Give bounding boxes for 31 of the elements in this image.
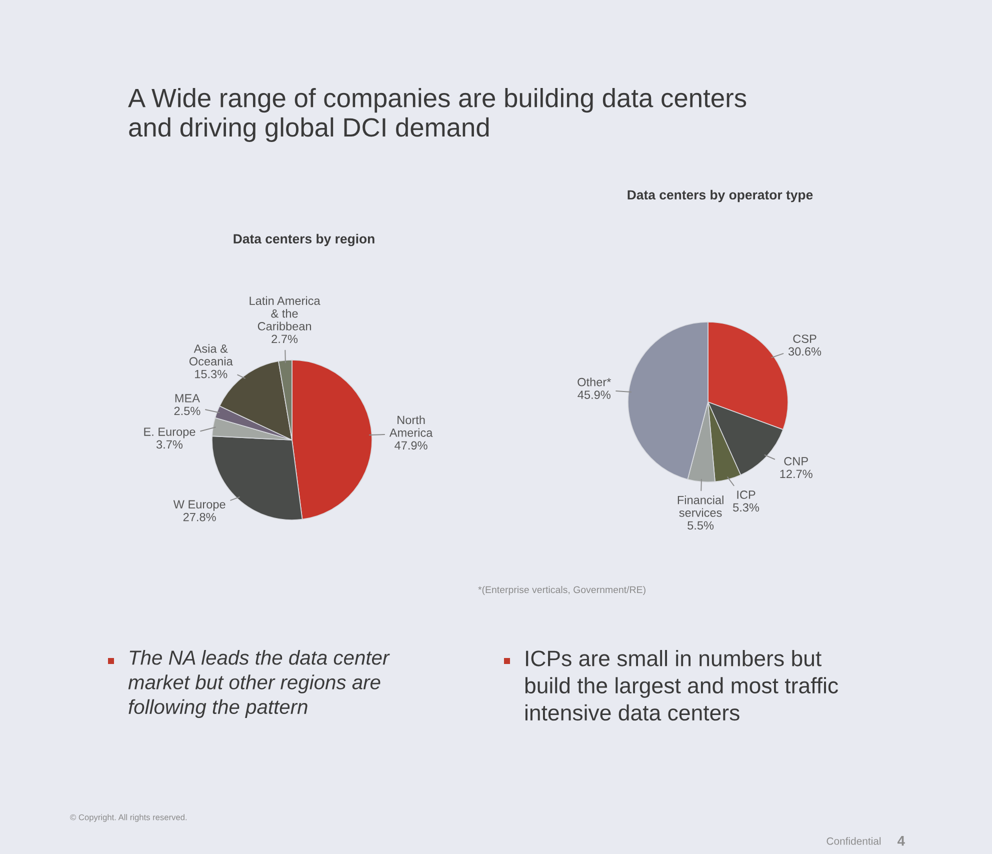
slice-label: Asia & Oceania	[189, 344, 233, 366]
data-label: 2.5%	[174, 406, 200, 416]
text: The NA leads the data center market but other regions are following the pattern	[128, 650, 390, 718]
slice-label: W Europe	[173, 500, 226, 511]
data-label: 27.8%	[183, 512, 216, 522]
chart-title: Data centers by region	[234, 234, 374, 246]
data-label: 15.3%	[195, 370, 228, 378]
slice-label: CSP	[793, 334, 816, 343]
slice-label: CNP	[784, 457, 808, 466]
text: © Copyright. All rights reserved.	[70, 814, 187, 822]
data-label: 30.6%	[788, 347, 822, 356]
slice-label: North America	[389, 415, 433, 437]
slice-label: MEA	[175, 394, 200, 402]
chart-title: Data centers by operator type	[628, 190, 813, 202]
text: *(Enterprise verticals, Government/RE)	[478, 586, 646, 596]
data-label: 47.9%	[394, 441, 428, 450]
data-label: 12.7%	[780, 470, 812, 478]
slice-label: E. Europe	[144, 428, 196, 438]
data-label: 5.3%	[733, 503, 760, 512]
slice-label: Financial services	[678, 496, 724, 517]
data-label: 5.5%	[688, 521, 714, 530]
data-label: 3.7%	[156, 440, 183, 449]
data-label: 2.7%	[272, 334, 298, 344]
text: ICPs are small in numbers but build the largest and most traffic intensive data centers	[525, 650, 838, 721]
text: Confidential	[826, 837, 881, 845]
slice-label: Latin America & the Caribbean	[250, 296, 320, 330]
text: A Wide range of companies are building data centers and driving global DCI demand	[128, 88, 746, 142]
text: 4	[897, 836, 905, 846]
slice-label: Other*	[578, 378, 612, 386]
slice-label: ICP	[737, 490, 756, 499]
data-label: 45.9%	[578, 390, 610, 399]
